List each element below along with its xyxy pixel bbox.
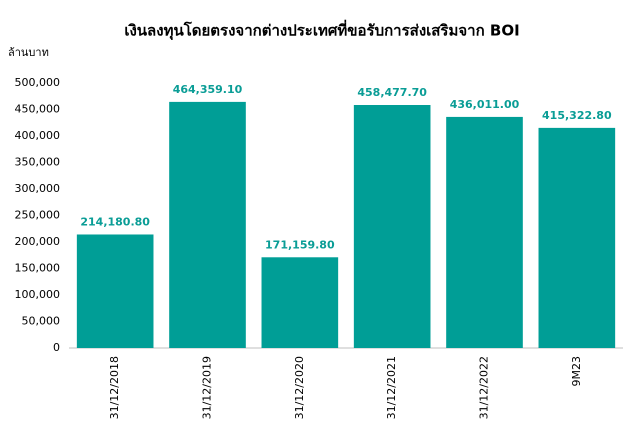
y-tick-label: 400,000 — [15, 129, 61, 142]
y-tick-label: 150,000 — [15, 262, 61, 275]
x-tick-label: 9M23 — [570, 356, 583, 387]
y-tick-label: 450,000 — [15, 103, 61, 116]
bar — [261, 257, 339, 348]
bar — [446, 116, 523, 348]
x-tick-label: 31/12/2019 — [201, 356, 214, 419]
x-tick-label: 31/12/2021 — [385, 356, 398, 419]
x-tick-label: 31/12/2018 — [108, 356, 121, 419]
y-axis-label: ล้านบาท — [8, 46, 49, 59]
bar — [76, 234, 154, 348]
y-tick-label: 50,000 — [22, 315, 61, 328]
y-tick-label: 200,000 — [15, 235, 61, 248]
chart-title: เงินลงทุนโดยตรงจากต่างประเทศที่ขอรับการส… — [124, 20, 519, 41]
y-tick-label: 0 — [53, 341, 60, 354]
y-tick-label: 250,000 — [15, 209, 61, 222]
value-label: 458,477.70 — [357, 86, 427, 99]
value-label: 171,159.80 — [265, 238, 335, 251]
value-label: 415,322.80 — [542, 109, 612, 122]
x-tick-label: 31/12/2022 — [478, 356, 491, 419]
y-tick-label: 500,000 — [15, 76, 61, 89]
value-label: 214,180.80 — [80, 215, 150, 228]
bar — [353, 105, 431, 348]
y-tick-label: 300,000 — [15, 182, 61, 195]
value-label: 436,011.00 — [450, 98, 520, 111]
y-tick-label: 350,000 — [15, 156, 61, 169]
x-tick-label: 31/12/2020 — [293, 356, 306, 419]
value-label: 464,359.10 — [173, 83, 243, 96]
bar — [538, 127, 616, 349]
bar — [169, 101, 246, 348]
y-tick-label: 100,000 — [15, 288, 61, 301]
